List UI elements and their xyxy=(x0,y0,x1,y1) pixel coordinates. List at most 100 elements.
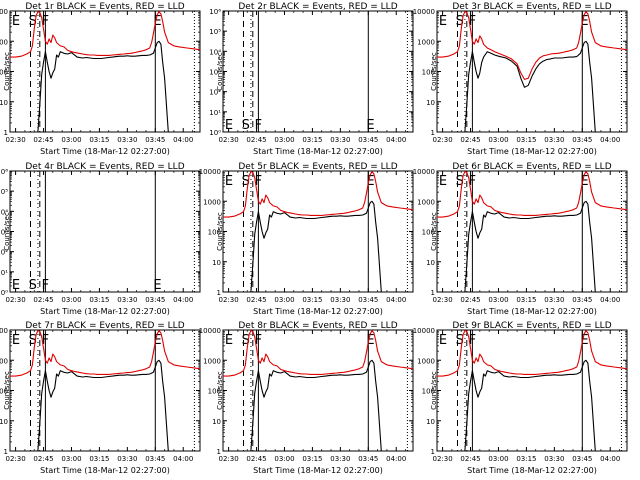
y-tick-label: 10⁴ xyxy=(0,208,8,216)
y-tick-label: 10 xyxy=(212,259,221,267)
x-tick-label: 02:30 xyxy=(5,296,25,304)
x-tick-label: 04:00 xyxy=(386,136,406,144)
x-tick-label: 02:45 xyxy=(246,455,266,463)
plot-frame xyxy=(222,170,414,293)
marker-label-s: S xyxy=(456,14,464,29)
y-tick-label: 10⁴ xyxy=(209,48,221,56)
x-tick-label: 02:45 xyxy=(460,136,480,144)
chart-title: Det 3r BLACK = Events, RED = LLD xyxy=(452,2,611,12)
y-tick-label: 10⁶ xyxy=(209,8,221,16)
x-tick-label: 04:00 xyxy=(600,455,620,463)
x-tick-label: 03:45 xyxy=(358,296,378,304)
marker-label-f: F xyxy=(255,118,262,133)
chart-panel-2: Det 2r BLACK = Events, RED = LLD Counts/s… xyxy=(209,2,414,156)
x-tick-label: 03:00 xyxy=(61,136,81,144)
x-tick-label: 03:15 xyxy=(302,136,322,144)
x-tick-label: 04:00 xyxy=(173,455,193,463)
x-tick-label: 03:45 xyxy=(358,455,378,463)
marker-label-e: E xyxy=(153,14,161,29)
y-axis-label: Counts/sec xyxy=(3,52,11,91)
chart-title: Det 8r BLACK = Events, RED = LLD xyxy=(238,321,397,331)
y-tick-label: 100 xyxy=(422,388,435,396)
y-axis-label: Counts/sec xyxy=(430,371,438,410)
y-tick-label: 1 xyxy=(431,129,435,137)
y-tick-label: 1000 xyxy=(203,357,221,365)
marker-label-f: F xyxy=(255,174,262,189)
y-tick-label: 10⁵ xyxy=(0,188,8,196)
chart-title: Det 2r BLACK = Events, RED = LLD xyxy=(238,2,397,12)
x-tick-label: 03:00 xyxy=(488,136,508,144)
x-tick-label: 03:00 xyxy=(61,296,81,304)
y-tick-label: 10000 xyxy=(413,327,435,335)
x-tick-label: 02:45 xyxy=(33,296,53,304)
x-tick-label: 03:45 xyxy=(572,296,592,304)
y-tick-label: 10 xyxy=(426,99,435,107)
y-tick-label: 1 xyxy=(4,448,8,456)
x-axis-label: Start Time (18-Mar-12 02:27:00) xyxy=(467,147,597,156)
y-tick-label: 10000 xyxy=(413,168,435,176)
x-tick-label: 02:45 xyxy=(33,455,53,463)
marker-label-s: S xyxy=(242,118,250,133)
x-tick-label: 02:30 xyxy=(432,455,452,463)
marker-label-f: F xyxy=(255,333,262,348)
y-tick-label: 10000 xyxy=(199,327,221,335)
y-tick-label: 10⁰ xyxy=(209,129,221,137)
x-tick-label: 03:45 xyxy=(358,136,378,144)
x-tick-label: 03:30 xyxy=(117,296,137,304)
y-tick-label: 1 xyxy=(4,129,8,137)
marker-label-e: E xyxy=(580,174,588,189)
x-tick-label: 03:15 xyxy=(516,136,536,144)
x-tick-label: 02:30 xyxy=(5,136,25,144)
x-tick-label: 03:15 xyxy=(516,455,536,463)
y-tick-label: 10⁵ xyxy=(209,28,221,36)
x-tick-label: 03:00 xyxy=(274,455,294,463)
x-tick-label: 03:00 xyxy=(488,455,508,463)
x-tick-label: 03:00 xyxy=(488,296,508,304)
x-tick-label: 03:00 xyxy=(274,136,294,144)
marker-label-s: S xyxy=(242,333,250,348)
x-tick-label: 04:00 xyxy=(600,296,620,304)
series-line-events xyxy=(448,200,596,293)
x-tick-label: 03:45 xyxy=(572,455,592,463)
y-tick-label: 10² xyxy=(209,89,221,97)
y-tick-label: 1 xyxy=(217,448,221,456)
y-tick-label: 1000 xyxy=(417,357,435,365)
series-line-lld xyxy=(223,330,414,377)
marker-label-e: E xyxy=(12,278,20,293)
marker-label-e: E xyxy=(580,14,588,29)
x-tick-label: 04:00 xyxy=(600,136,620,144)
x-tick-label: 04:00 xyxy=(173,296,193,304)
y-axis-label: Counts/sec xyxy=(3,212,11,251)
marker-label-s: S xyxy=(456,333,464,348)
x-tick-label: 02:30 xyxy=(218,136,238,144)
plot-frame xyxy=(9,329,201,452)
plot-frame xyxy=(222,329,414,452)
x-tick-label: 03:30 xyxy=(544,136,564,144)
marker-label-s: S xyxy=(242,174,250,189)
x-tick-label: 03:30 xyxy=(117,136,137,144)
y-tick-label: 10 xyxy=(0,418,8,426)
x-tick-label: 02:45 xyxy=(460,296,480,304)
y-tick-label: 10³ xyxy=(0,229,8,237)
chart-panel-4: Det 4r BLACK = Events, RED = LLD Counts/s… xyxy=(0,162,201,316)
y-tick-label: 10 xyxy=(426,259,435,267)
x-tick-label: 04:00 xyxy=(386,455,406,463)
marker-label-e: E xyxy=(225,174,233,189)
series-line-events xyxy=(21,359,169,452)
chart-title: Det 7r BLACK = Events, RED = LLD xyxy=(25,321,184,331)
marker-label-e: E xyxy=(153,333,161,348)
x-tick-label: 03:30 xyxy=(544,296,564,304)
chart-panel-9: Det 9r BLACK = Events, RED = LLD Counts/s… xyxy=(413,321,628,475)
series-line-lld xyxy=(437,330,628,377)
y-axis-label: Counts/sec xyxy=(216,52,224,91)
marker-label-s: S xyxy=(456,174,464,189)
series-line-lld xyxy=(437,11,628,80)
marker-label-f: F xyxy=(42,278,49,293)
y-tick-label: 10000 xyxy=(0,8,8,16)
x-tick-label: 02:45 xyxy=(33,136,53,144)
series-line-lld xyxy=(437,171,628,218)
y-tick-label: 1 xyxy=(431,448,435,456)
y-tick-label: 10000 xyxy=(199,168,221,176)
x-axis-label: Start Time (18-Mar-12 02:27:00) xyxy=(467,466,597,475)
